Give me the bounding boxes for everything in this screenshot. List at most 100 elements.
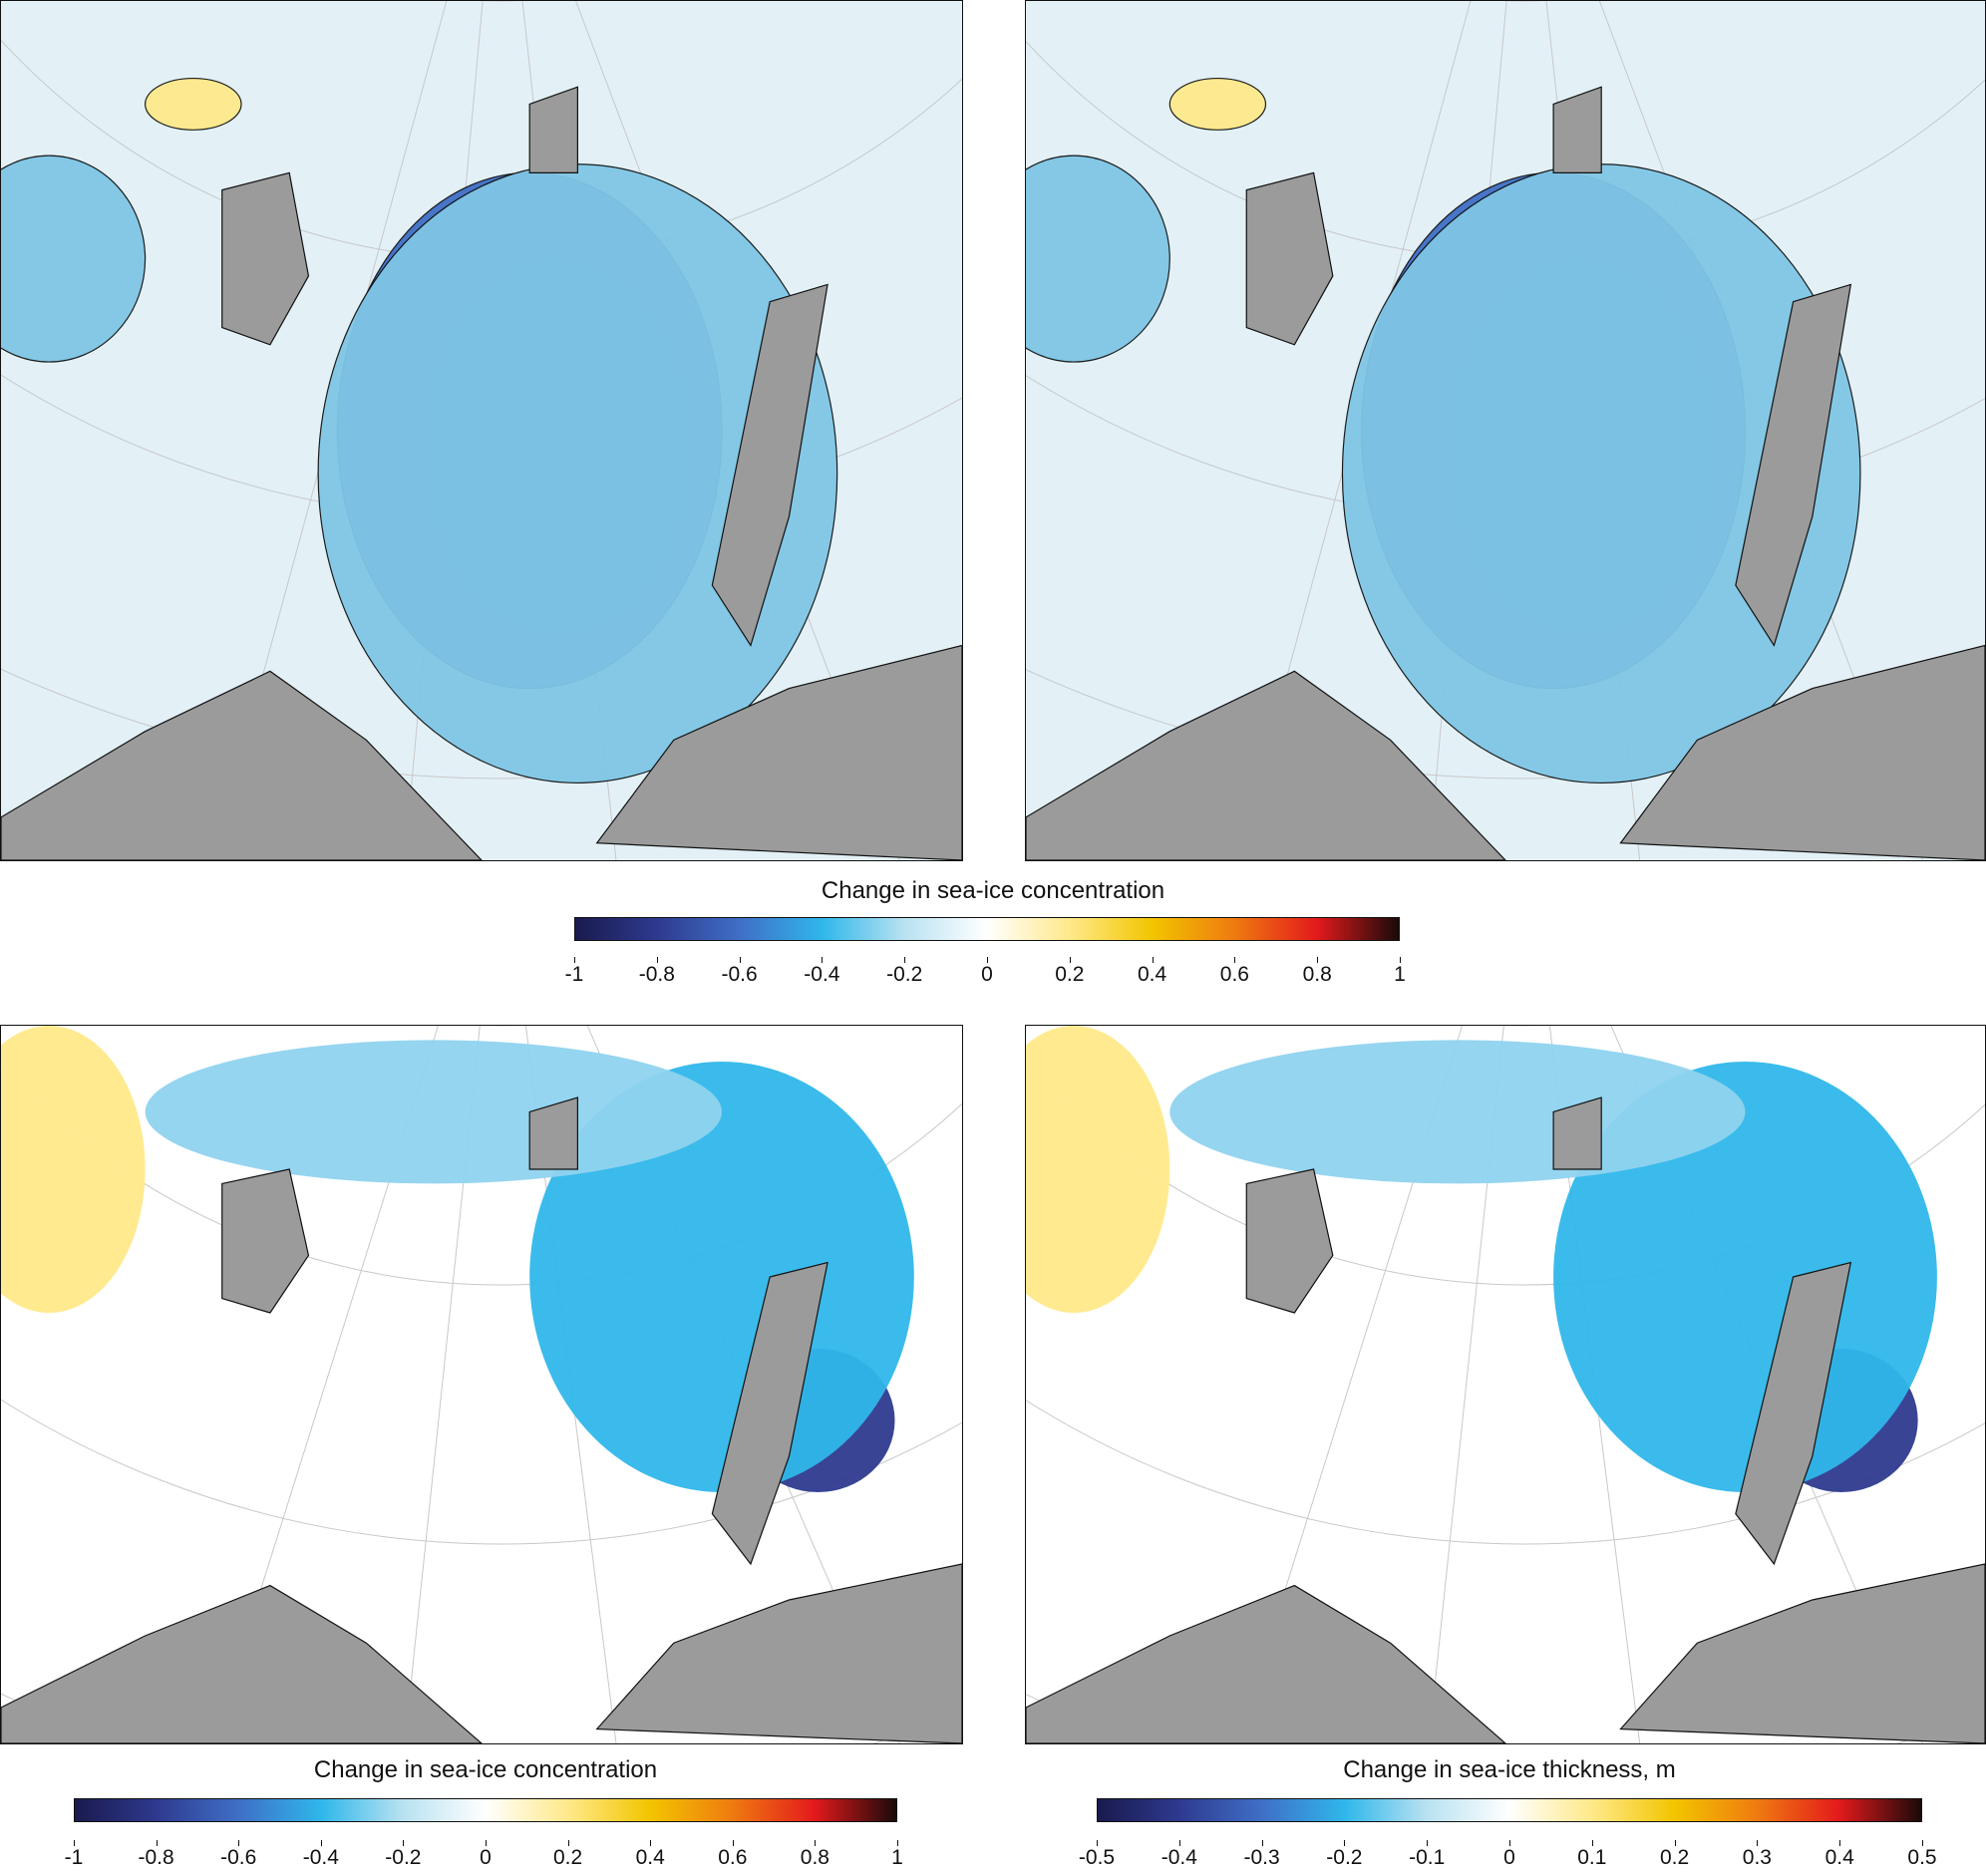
graticule-latitude: [1, 668, 962, 780]
colorbar-bottom-right: [1097, 1798, 1922, 1822]
colorbar-tick-label: -0.6: [721, 963, 758, 986]
colorbar-tick-label: -1: [564, 963, 584, 986]
land-mass: [1026, 1584, 1506, 1743]
colorbar-tickmark: [1427, 1840, 1429, 1846]
colorbar-tick-label: 1: [1394, 963, 1406, 986]
colorbar-tickmark: [1344, 1840, 1346, 1846]
colorbar-tickmark: [74, 1840, 75, 1846]
anomaly-region: [1168, 77, 1267, 131]
colorbar-tick-label: -0.4: [1160, 1846, 1197, 1869]
colorbar-tickmark: [897, 1840, 898, 1846]
land-mass: [1245, 1168, 1334, 1314]
colorbar-tickmark: [822, 957, 824, 963]
colorbar-tickmark: [1839, 1840, 1841, 1846]
land-mass: [1552, 86, 1602, 173]
map-concentration-contours-a: [0, 0, 963, 861]
colorbar-tick-label: -0.5: [1078, 1846, 1116, 1869]
colorbar-tick-label: 0: [1503, 1846, 1515, 1869]
anomaly-region: [529, 1062, 914, 1492]
colorbar-tickmark: [1591, 1840, 1593, 1846]
anomaly-region: [1, 155, 147, 363]
land-mass: [1735, 1261, 1852, 1566]
graticule-latitude: [1026, 668, 1985, 780]
land-mass: [711, 1261, 828, 1566]
graticule-meridian: [404, 1026, 481, 1743]
anomaly-region: [145, 1040, 722, 1184]
land-mass: [528, 86, 578, 173]
anomaly-region: [1169, 1040, 1746, 1184]
map-thickness-shaded: [1025, 1025, 1986, 1744]
colorbar-tick-label: 0.8: [800, 1846, 829, 1869]
colorbar-tickmark: [403, 1840, 405, 1846]
colorbar-tick-label: 0: [981, 963, 993, 986]
colorbar-tick-label: -0.8: [138, 1846, 174, 1869]
colorbar-tick-label: 0.1: [1577, 1846, 1607, 1869]
colorbar-top-title: Change in sea-ice concentration: [821, 877, 1165, 904]
colorbar-tickmark: [1261, 1840, 1263, 1846]
land-mass: [221, 1168, 310, 1314]
land-mass: [221, 171, 310, 346]
colorbar-tick-label: 0.4: [635, 1846, 665, 1869]
colorbar-tick-label: -0.8: [638, 963, 675, 986]
graticule-latitude: [1, 1064, 962, 1286]
colorbar-tickmark: [320, 1840, 322, 1846]
colorbar-tickmark: [1097, 1840, 1098, 1846]
land-mass: [528, 1096, 578, 1170]
colorbar-tick-label: -0.2: [1326, 1846, 1363, 1869]
land-mass: [1, 1584, 483, 1743]
colorbar-bottom-left: [74, 1798, 897, 1822]
colorbar-tickmark: [656, 957, 658, 963]
colorbar-tickmark: [1317, 957, 1319, 963]
graticule-latitude: [1026, 1400, 1985, 1545]
land-mass: [1245, 171, 1334, 346]
colorbar-tickmark: [1674, 1840, 1676, 1846]
land-mass: [595, 1563, 962, 1743]
colorbar-tickmark: [1178, 1840, 1180, 1846]
colorbar-tickmark: [904, 957, 906, 963]
colorbar-tick-label: -0.3: [1243, 1846, 1280, 1869]
colorbar-tick-label: 0: [480, 1846, 492, 1869]
colorbar-tick-label: 0.2: [1055, 963, 1085, 986]
colorbar-tick-label: -0.4: [804, 963, 840, 986]
colorbar-tickmark: [574, 957, 575, 963]
anomaly-region: [1026, 155, 1170, 363]
land-mass: [1, 670, 483, 860]
colorbar-tick-label: 0.2: [552, 1846, 583, 1869]
colorbar-tickmark: [987, 957, 988, 963]
colorbar-tick-label: -0.4: [302, 1846, 339, 1869]
anomaly-region: [1553, 1062, 1937, 1492]
anomaly-region: [145, 77, 242, 131]
colorbar-tick-label: 0.3: [1742, 1846, 1772, 1869]
land-mass: [1619, 1563, 1985, 1743]
colorbar-tick-label: -0.2: [385, 1846, 422, 1869]
colorbar-tickmark: [156, 1840, 158, 1846]
colorbar-tick-label: 1: [891, 1846, 903, 1869]
colorbar-tick-label: 0.5: [1907, 1846, 1937, 1869]
colorbar-tick-label: 0.6: [718, 1846, 748, 1869]
colorbar-tickmark: [732, 1840, 734, 1846]
colorbar-tickmark: [739, 957, 741, 963]
map-concentration-shaded-svg: [1, 1026, 962, 1743]
colorbar-tickmark: [1400, 957, 1401, 963]
colorbar-tick-label: 0.4: [1137, 963, 1167, 986]
colorbar-tickmark: [650, 1840, 652, 1846]
colorbar-tick-label: -0.6: [220, 1846, 257, 1869]
colorbar-bottom-right-title: Change in sea-ice thickness, m: [1343, 1756, 1676, 1783]
graticule-latitude: [1026, 1065, 1985, 1286]
colorbar-tickmark: [1234, 957, 1236, 963]
colorbar-tickmark: [486, 1840, 487, 1846]
graticule-meridian: [1428, 1026, 1504, 1743]
land-mass: [1026, 670, 1506, 860]
colorbar-tick-label: -0.2: [886, 963, 923, 986]
anomaly-region: [1026, 1026, 1170, 1313]
colorbar-top: [574, 917, 1400, 941]
colorbar-bottom-left-title: Change in sea-ice concentration: [313, 1756, 658, 1783]
colorbar-tickmark: [815, 1840, 817, 1846]
map-concentration-shaded: [0, 1025, 963, 1744]
colorbar-tickmark: [1922, 1840, 1923, 1846]
land-mass: [1619, 644, 1985, 860]
colorbar-tick-label: 0.2: [1659, 1846, 1690, 1869]
map-concentration-contours-b: [1025, 0, 1986, 861]
colorbar-tickmark: [567, 1840, 569, 1846]
land-mass: [1735, 283, 1852, 647]
